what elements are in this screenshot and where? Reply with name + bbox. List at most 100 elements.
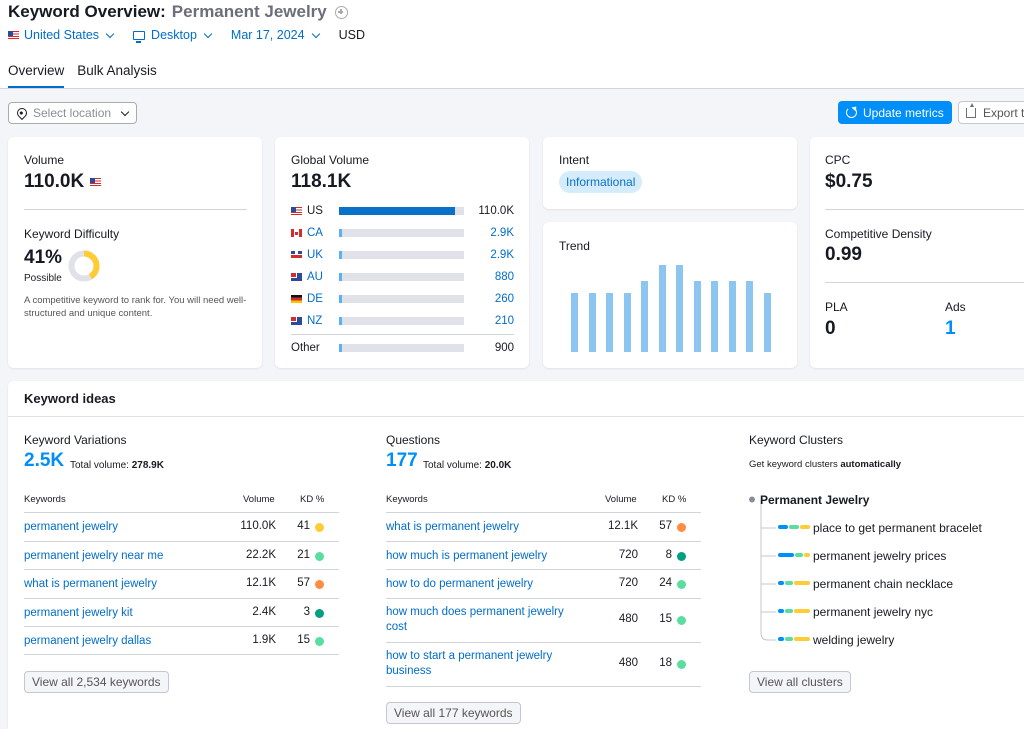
global-volume-label: Global Volume — [291, 153, 370, 167]
country-value[interactable]: 260 — [494, 293, 514, 305]
variations-count[interactable]: 2.5K — [24, 450, 65, 471]
us-flag-icon — [291, 207, 302, 215]
country-value[interactable]: 210 — [494, 315, 514, 327]
device-filter[interactable]: Desktop — [133, 28, 213, 43]
country-row-de: DE 260 — [291, 292, 514, 306]
kd-dot-icon — [677, 552, 686, 561]
cluster-item[interactable]: permanent chain necklace — [813, 577, 954, 591]
cluster-item[interactable]: welding jewelry — [813, 633, 895, 647]
header: Keyword Overview: Permanent Jewelry Unit… — [0, 0, 1024, 89]
table-row: permanent jewelry near me 22.2K 21 — [24, 541, 339, 569]
pla-label: PLA — [825, 300, 848, 314]
intent-label: Intent — [559, 153, 590, 167]
keyword-kd: 21 — [297, 549, 310, 561]
au-flag-icon — [291, 273, 302, 281]
country-filter-label: United States — [24, 28, 100, 42]
total-label: Total volume: — [70, 460, 129, 471]
trend-bar — [763, 292, 771, 352]
cluster-bars-icon — [778, 553, 810, 557]
trend-bar — [711, 280, 718, 352]
add-keyword-icon[interactable] — [334, 5, 348, 19]
keyword-link[interactable]: permanent jewelry near me — [24, 550, 164, 562]
view-all-variations-button[interactable]: View all 2,534 keywords — [24, 671, 169, 693]
country-value[interactable]: 2.9K — [490, 227, 514, 239]
us-flag-icon — [90, 178, 102, 186]
cluster-item[interactable]: permanent jewelry prices — [813, 549, 947, 563]
view-all-clusters-button[interactable]: View all clusters — [749, 671, 851, 693]
questions-count[interactable]: 177 — [386, 450, 418, 471]
trend-bar — [693, 280, 701, 352]
keyword-link[interactable]: how to start a permanent jewelry busines… — [386, 650, 553, 677]
cluster-root: Permanent Jewelry — [760, 493, 870, 507]
page-title: Keyword Overview: — [8, 2, 166, 21]
date-filter[interactable]: Mar 17, 2024 — [230, 28, 320, 42]
table-row: permanent jewelry kit 2.4K 3 — [24, 598, 339, 626]
col-header-keywords: Keywords — [386, 494, 428, 505]
trend-chart — [543, 222, 797, 368]
country-code: US — [307, 205, 323, 217]
cluster-item[interactable]: permanent jewelry nyc — [813, 605, 934, 619]
keyword-link[interactable]: how much is permanent jewelry — [386, 550, 548, 562]
questions-total: Total volume: 20.0K — [423, 460, 511, 471]
clusters-subtitle-text: Get keyword clusters — [749, 459, 838, 470]
keyword-link[interactable]: permanent jewelry dallas — [24, 635, 152, 647]
country-code[interactable]: NZ — [307, 315, 323, 327]
export-label: Export t — [983, 105, 1024, 120]
keyword-link[interactable]: what is permanent jewelry — [24, 578, 157, 590]
refresh-icon — [846, 107, 857, 118]
cpc-card: CPC $0.75 Competitive Density 0.99 PLA 0… — [810, 137, 1024, 368]
cluster-bars-icon — [778, 637, 810, 641]
kd-dot-icon — [677, 616, 686, 625]
update-metrics-button[interactable]: Update metrics — [838, 101, 952, 124]
keyword-link[interactable]: permanent jewelry kit — [24, 607, 133, 619]
country-row-us: US 110.0K — [291, 204, 514, 218]
chevron-down-icon — [203, 29, 213, 38]
country-filter[interactable]: United States — [8, 28, 115, 42]
tab-bulk-analysis[interactable]: Bulk Analysis — [77, 63, 157, 78]
country-code[interactable]: DE — [307, 293, 323, 305]
tab-overview[interactable]: Overview — [8, 63, 65, 88]
location-pin-icon — [14, 105, 30, 121]
country-code[interactable]: AU — [307, 271, 323, 283]
keyword-kd: 24 — [659, 577, 672, 589]
cluster-item[interactable]: place to get permanent bracelet — [813, 521, 982, 535]
trend-bar — [728, 280, 736, 352]
chevron-down-icon — [311, 29, 320, 38]
cluster-bars-icon — [778, 581, 810, 585]
country-value: 110.0K — [478, 205, 514, 217]
keyword-link[interactable]: what is permanent jewelry — [386, 521, 519, 533]
date-filter-label: Mar 17, 2024 — [230, 28, 305, 42]
global-volume-value: 118.1K — [291, 171, 352, 192]
location-select[interactable]: Select location — [8, 102, 137, 124]
trend-bar — [676, 265, 683, 352]
country-code[interactable]: CA — [307, 227, 323, 239]
keyword-kd: 3 — [303, 606, 310, 618]
keyword-volume: 110.0K — [240, 520, 276, 532]
keyword-kd: 41 — [297, 520, 310, 532]
country-value[interactable]: 880 — [494, 271, 514, 283]
keyword-ideas-title: Keyword ideas — [24, 391, 116, 406]
kd-dot-icon — [315, 580, 324, 589]
keyword-volume: 480 — [618, 613, 638, 625]
country-bar — [339, 344, 464, 352]
export-button[interactable]: Export t — [958, 101, 1024, 124]
keyword-link[interactable]: permanent jewelry — [24, 521, 118, 533]
country-bar — [339, 207, 464, 215]
variations-title: Keyword Variations — [24, 433, 127, 447]
view-all-questions-button[interactable]: View all 177 keywords — [386, 702, 521, 724]
table-row: how much is permanent jewelry 720 8 — [386, 541, 701, 569]
country-code[interactable]: UK — [307, 249, 323, 261]
total-value: 20.0K — [484, 460, 512, 471]
chevron-down-icon — [120, 107, 130, 116]
col-header-kd: KD % — [300, 494, 325, 505]
ads-value[interactable]: 1 — [945, 318, 956, 339]
kd-description: A competitive keyword to rank for. You w… — [24, 295, 247, 319]
table-row: how to do permanent jewelry 720 24 — [386, 569, 701, 598]
country-value[interactable]: 2.9K — [490, 249, 514, 261]
volume-value: 110.0K — [24, 171, 85, 192]
ca-flag-icon — [291, 229, 302, 237]
nz-flag-icon — [291, 317, 302, 325]
cpc-label: CPC — [825, 153, 851, 167]
keyword-link[interactable]: how much does permanent jewelry cost — [386, 606, 564, 633]
keyword-link[interactable]: how to do permanent jewelry — [386, 578, 534, 590]
